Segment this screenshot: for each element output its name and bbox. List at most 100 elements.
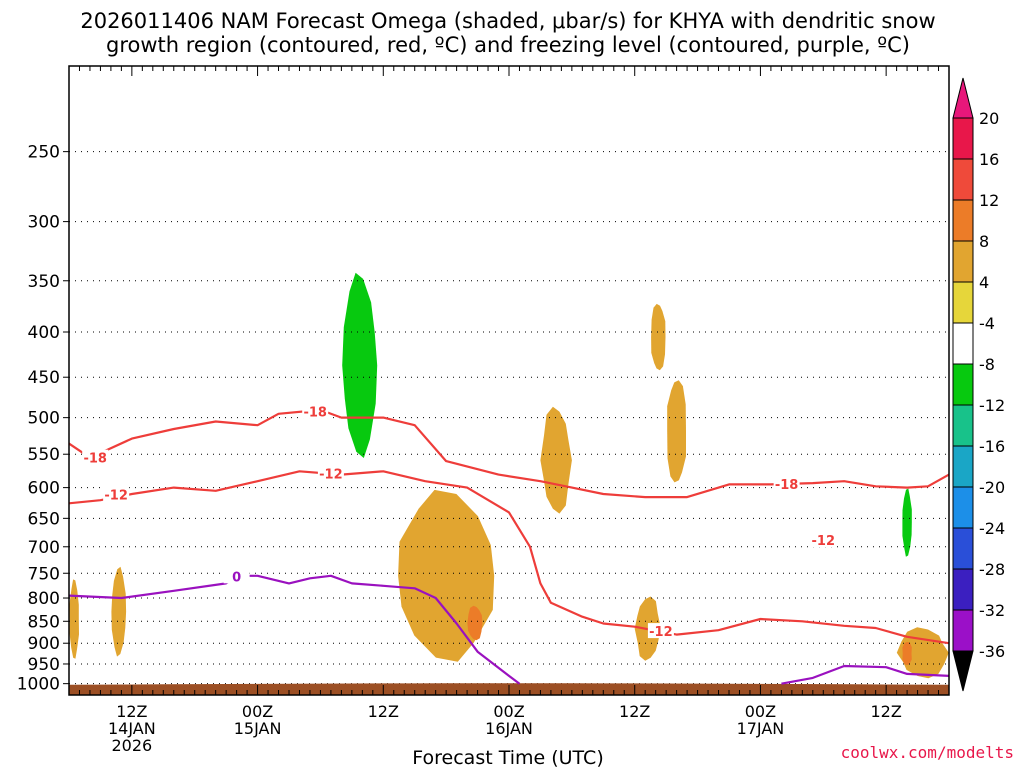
contour-label-minus18-bg bbox=[82, 449, 109, 465]
contour-label-zero-bg bbox=[223, 568, 250, 584]
colorbar-segment bbox=[952, 445, 974, 488]
y-tick-label: 800 bbox=[28, 589, 60, 609]
colorbar-tick-label: -32 bbox=[979, 601, 1005, 620]
omega-region bbox=[902, 488, 912, 557]
contour-label-minus12-bg bbox=[103, 486, 130, 502]
isotherm-minus12-line bbox=[68, 470, 950, 645]
y-tick-label: 650 bbox=[28, 509, 60, 529]
y-tick-label: 600 bbox=[28, 479, 60, 499]
contour-label-zero: 0 bbox=[232, 570, 241, 585]
freezing-level-line bbox=[68, 574, 521, 685]
colorbar-tick-label: 4 bbox=[979, 273, 989, 292]
colorbar-tick-label: -8 bbox=[979, 355, 995, 374]
colorbar-segment bbox=[952, 527, 974, 570]
colorbar: 20 16 12 8 4 -4 -8 -12 -16 -20 -24 -28 -32 -36 bbox=[952, 77, 1005, 692]
colorbar-tick-label: -28 bbox=[979, 560, 1005, 579]
colorbar-tick-label: -20 bbox=[979, 478, 1005, 497]
y-tick-label: 500 bbox=[28, 409, 60, 429]
x-tick-label: 15JAN bbox=[234, 719, 282, 738]
omega-region bbox=[342, 272, 378, 458]
omega-region bbox=[803, 334, 823, 519]
y-tick-label: 400 bbox=[28, 323, 60, 343]
y-tick-label: 1000 bbox=[17, 675, 60, 695]
x-tick-label: 12Z bbox=[368, 702, 399, 721]
x-axis-label: Forecast Time (UTC) bbox=[412, 747, 603, 768]
omega-region bbox=[184, 273, 242, 429]
colorbar-tick-label: -36 bbox=[979, 642, 1005, 661]
omega-region bbox=[651, 303, 666, 371]
omega-region bbox=[69, 579, 79, 659]
contour-label-minus18-bg bbox=[302, 403, 329, 419]
x-tick-label: 00Z bbox=[745, 702, 776, 721]
omega-region bbox=[896, 627, 949, 679]
credit-text: coolwx.com/modelts bbox=[841, 743, 1014, 762]
contour-label-minus12-bg bbox=[317, 465, 344, 481]
y-tick-label: 900 bbox=[28, 634, 60, 654]
y-tick-label: 250 bbox=[28, 143, 60, 163]
contour-label-minus18-bg bbox=[773, 475, 800, 491]
y-tick-label: 300 bbox=[28, 213, 60, 233]
contour-label-minus12: -12 bbox=[812, 534, 836, 549]
x-tick-label: 16JAN bbox=[485, 719, 533, 738]
colorbar-segment bbox=[952, 117, 974, 160]
y-tick-label: 550 bbox=[28, 445, 60, 465]
x-tick-label: 14JAN bbox=[108, 719, 156, 738]
x-tick-label: 12Z bbox=[116, 702, 147, 721]
colorbar-tick-label: 20 bbox=[979, 109, 999, 128]
isotherm-minus18-line bbox=[68, 408, 950, 499]
plot-area: -18 -18 -18 -12 -12 -12 -12 0 250 300 350 400 450 50… bbox=[17, 65, 950, 755]
y-tick-label: 850 bbox=[28, 612, 60, 632]
y-tick-label: 700 bbox=[28, 538, 60, 558]
contour-label-minus12: -12 bbox=[319, 467, 343, 482]
contour-label-minus18: -18 bbox=[303, 405, 327, 420]
colorbar-tick-label: 8 bbox=[979, 232, 989, 251]
x-tick-label: 00Z bbox=[242, 702, 273, 721]
colorbar-segment bbox=[952, 486, 974, 529]
omega-region bbox=[902, 641, 912, 665]
omega-region bbox=[467, 605, 483, 641]
colorbar-segment bbox=[952, 199, 974, 242]
colorbar-bottom-arrow bbox=[952, 650, 974, 692]
colorbar-segment bbox=[952, 240, 974, 283]
omega-region bbox=[111, 566, 127, 657]
contour-label-minus12-bg bbox=[810, 532, 837, 548]
y-tick-label: 350 bbox=[28, 272, 60, 292]
x-tick-label: 00Z bbox=[493, 702, 524, 721]
colorbar-tick-label: -12 bbox=[979, 396, 1005, 415]
omega-region bbox=[394, 165, 446, 269]
colorbar-segment bbox=[952, 322, 974, 365]
colorbar-segment bbox=[952, 158, 974, 201]
freezing-level-line-2 bbox=[781, 664, 950, 685]
y-tick-label: 750 bbox=[28, 564, 60, 584]
omega-region bbox=[667, 380, 686, 483]
contour-label-minus12-bg bbox=[647, 623, 674, 639]
contour-label-minus18: -18 bbox=[775, 478, 799, 493]
colorbar-tick-label: -24 bbox=[979, 519, 1005, 538]
colorbar-segment bbox=[952, 281, 974, 324]
x-tick-label: 12Z bbox=[619, 702, 650, 721]
contour-label-minus12: -12 bbox=[104, 489, 128, 504]
colorbar-segment bbox=[952, 568, 974, 611]
contour-layer: -18 -18 -18 -12 -12 -12 -12 0 bbox=[68, 403, 950, 685]
chart-title-line-2: growth region (contoured, red, ºC) and f… bbox=[106, 33, 910, 57]
x-tick-label: 17JAN bbox=[737, 719, 785, 738]
colorbar-segment bbox=[952, 404, 974, 447]
colorbar-tick-label: -4 bbox=[979, 314, 995, 333]
x-tick-label: 2026 bbox=[111, 736, 152, 755]
colorbar-tick-label: 16 bbox=[979, 150, 999, 169]
contour-label-minus12: -12 bbox=[649, 625, 673, 640]
colorbar-segment bbox=[952, 363, 974, 406]
omega-region bbox=[468, 186, 487, 229]
y-tick-label: 450 bbox=[28, 368, 60, 388]
contour-label-minus18: -18 bbox=[83, 452, 107, 467]
y-axis: 2503003504004505005506006507007508008509… bbox=[17, 143, 69, 695]
colorbar-top-arrow bbox=[952, 77, 974, 119]
y-tick-label: 950 bbox=[28, 655, 60, 675]
chart-title-line-1: 2026011406 NAM Forecast Omega (shaded, μ… bbox=[80, 9, 935, 33]
x-tick-label: 12Z bbox=[870, 702, 901, 721]
colorbar-segment bbox=[952, 609, 974, 652]
colorbar-tick-label: 12 bbox=[979, 191, 999, 210]
colorbar-tick-label: -16 bbox=[979, 437, 1005, 456]
